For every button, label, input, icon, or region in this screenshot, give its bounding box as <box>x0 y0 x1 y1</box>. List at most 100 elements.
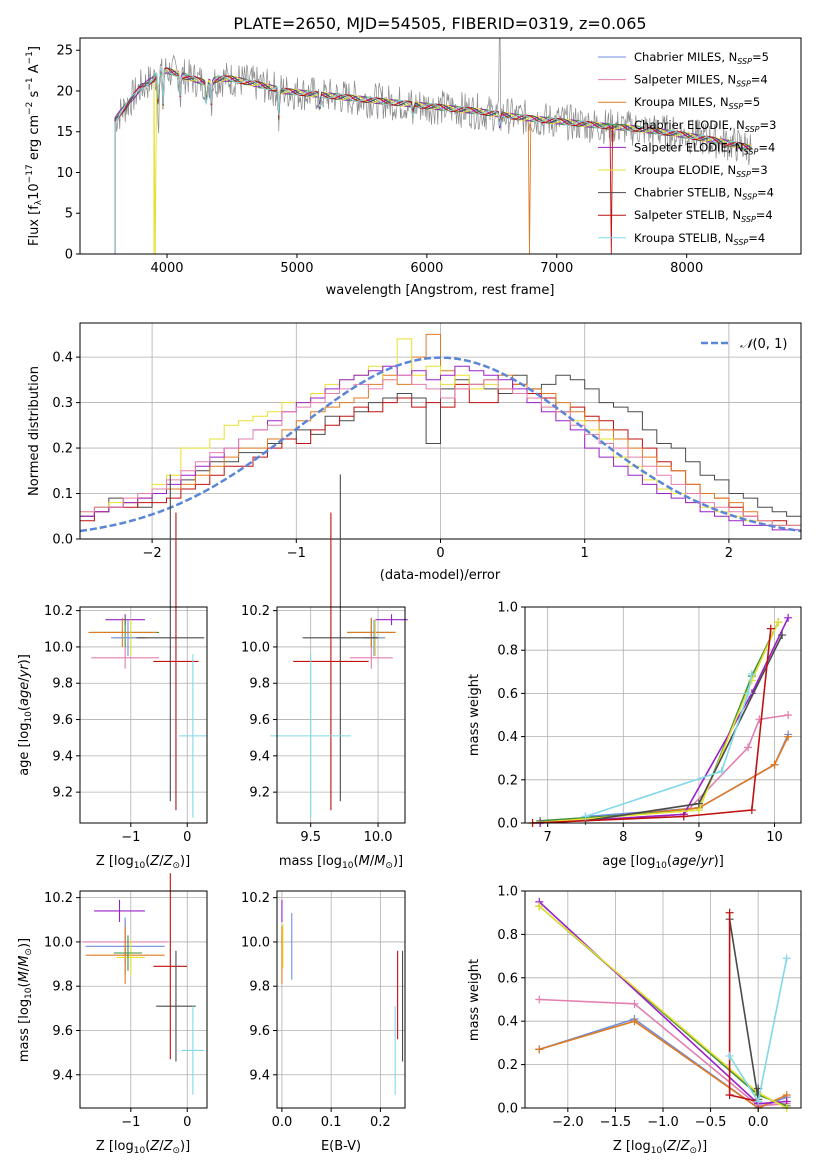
y-tick-label: 10.2 <box>44 891 73 906</box>
figure-title: PLATE=2650, MJD=54505, FIBERID=0319, z=0… <box>233 14 646 33</box>
mass-weight-marker <box>717 767 726 776</box>
y-tick-label: 25 <box>56 44 73 59</box>
x-tick-label: −1 <box>121 1115 140 1130</box>
y-tick-label: 9.6 <box>249 1024 270 1039</box>
x-tick-label: 7 <box>544 830 552 845</box>
mass-weight-vs-z-ylabel: mass weight <box>467 959 482 1041</box>
residuals-panel: −2 −1 0 1 2 0.0 0.1 0.2 0.3 0.4 (data-model)/erro… <box>27 322 802 583</box>
mass-weight-vs-z-panel: −2.0 −1.5 −1.0 −0.5 0.0 0.0 0.2 0.4 0.6 0.8 1.0 Z … <box>467 885 802 1156</box>
mass-weight-marker <box>744 689 753 698</box>
mass-weight-marker <box>535 902 544 911</box>
age-vs-z-panel: −1 09.29.49.69.810.010.2 Z [log10(Z/Z⊙)] … <box>17 474 208 871</box>
y-tick-label: 9.8 <box>52 677 73 692</box>
y-tick-label: 9.8 <box>52 980 73 995</box>
mass-vs-z-xlabel: Z [log10(Z/Z⊙)] <box>96 1139 190 1156</box>
x-tick-label: −1.0 <box>647 1115 679 1130</box>
legend-label: Chabrier ELODIE, NSSP=3 <box>634 118 776 134</box>
legend-label: Salpeter ELODIE, NSSP=4 <box>634 140 775 156</box>
mass-weight-vs-age-panel: 7 8 9 10 0.0 0.2 0.4 0.6 0.8 1.0 age [log10(age/y… <box>467 601 802 871</box>
mass-weight-marker <box>784 732 793 741</box>
spectrum-axes-frame <box>79 37 802 255</box>
x-tick-label: −0.5 <box>695 1115 727 1130</box>
y-tick-label: 10.0 <box>241 640 270 655</box>
y-tick-label: 0.2 <box>52 442 73 457</box>
mass-weight-marker <box>766 624 775 633</box>
x-tick-label: 7000 <box>540 261 573 276</box>
x-tick-label: 8 <box>619 830 627 845</box>
mass-weight-marker <box>535 1045 544 1054</box>
y-tick-label: 9.4 <box>249 1068 270 1083</box>
y-tick-label: 0.8 <box>497 928 518 943</box>
gauss-legend-label: 𝒩(0, 1) <box>740 337 787 352</box>
x-tick-label: −1 <box>121 830 140 845</box>
age-vs-z-axes-frame <box>79 606 208 824</box>
y-tick-label: 9.6 <box>52 713 73 728</box>
x-tick-label: 9.5 <box>300 830 321 845</box>
x-tick-label: 5000 <box>280 261 313 276</box>
y-tick-label: 9.4 <box>249 749 270 764</box>
age-vs-z-ylabel: age [log10(age/yr)] <box>17 654 34 776</box>
legend-label: Chabrier STELIB, NSSP=4 <box>634 186 774 202</box>
spectrum-xlabel: wavelength [Angstrom, rest frame] <box>326 283 555 298</box>
mass-weight-marker <box>754 1097 763 1106</box>
x-tick-label: 0 <box>183 1115 191 1130</box>
y-tick-label: 9.8 <box>249 980 270 995</box>
y-tick-label: 15 <box>56 125 73 140</box>
mass-vs-z-panel: −1 0 9.4 9.6 9.8 10.0 10.2 Z [log10(Z/Z⊙)] mas… <box>17 873 208 1156</box>
y-tick-label: 10 <box>56 166 73 181</box>
legend-label: Salpeter MILES, NSSP=4 <box>634 73 768 89</box>
mass-weight-marker <box>782 954 791 963</box>
y-tick-label: 0.4 <box>497 1015 518 1030</box>
model-spectrum-line <box>114 67 752 254</box>
x-tick-label: 4000 <box>150 261 183 276</box>
residuals-ylabel: Normed distribution <box>27 366 42 496</box>
y-tick-label: 0.6 <box>497 687 518 702</box>
mass-weight-line <box>585 673 753 818</box>
mass-vs-ebv-axes-frame <box>276 890 406 1109</box>
x-tick-label: 8000 <box>670 261 703 276</box>
y-tick-label: 0.6 <box>497 971 518 986</box>
histogram-series <box>80 374 801 526</box>
y-tick-label: 0.2 <box>497 1058 518 1073</box>
x-tick-label: 1 <box>581 546 589 561</box>
legend-label: Kroupa ELODIE, NSSP=3 <box>634 163 768 179</box>
mass-vs-ebv-xlabel: E(B-V) <box>321 1139 361 1154</box>
y-tick-label: 0.4 <box>497 730 518 745</box>
legend-label: Chabrier MILES, NSSP=5 <box>634 50 769 66</box>
x-tick-label: 0.0 <box>272 1115 293 1130</box>
x-tick-label: 0 <box>183 830 191 845</box>
y-tick-label: 9.4 <box>52 749 73 764</box>
mass-weight-marker <box>630 1017 639 1026</box>
y-tick-label: 0 <box>65 248 73 263</box>
x-tick-label: −1 <box>287 546 306 561</box>
mass-weight-vs-age-axes-frame <box>524 606 802 824</box>
y-tick-label: 5 <box>65 207 73 222</box>
mass-weight-marker <box>725 1051 734 1060</box>
mass-weight-line <box>539 1020 788 1109</box>
residuals-xlabel: (data-model)/error <box>380 568 501 583</box>
x-tick-label: 0.2 <box>370 1115 391 1130</box>
age-vs-mass-xlabel: mass [log10(M/M⊙)] <box>279 854 403 871</box>
y-tick-label: 0.2 <box>497 773 518 788</box>
x-tick-label: 6000 <box>410 261 443 276</box>
mass-weight-marker <box>630 999 639 1008</box>
mass-weight-marker <box>725 1090 734 1099</box>
mass-weight-marker <box>784 711 793 719</box>
y-tick-label: 9.2 <box>249 786 270 801</box>
y-tick-label: 1.0 <box>497 885 518 900</box>
mass-weight-vs-age-xlabel: age [log10(age/yr)] <box>602 854 724 871</box>
y-tick-label: 9.6 <box>52 1024 73 1039</box>
x-tick-label: 10.0 <box>364 830 393 845</box>
spectrum-legend: Chabrier MILES, NSSP=5 Salpeter MILES, NS… <box>598 50 776 247</box>
histogram-series <box>80 365 801 531</box>
histogram-series <box>80 374 801 517</box>
mass-weight-marker <box>778 631 787 640</box>
legend-label: Kroupa MILES, NSSP=5 <box>634 95 760 111</box>
mass-weight-marker <box>679 812 688 821</box>
gaussian-curve <box>79 356 802 533</box>
x-tick-label: −2.0 <box>552 1115 584 1130</box>
histogram-series <box>80 333 801 526</box>
mass-weight-marker <box>770 760 779 769</box>
x-tick-label: −2 <box>143 546 162 561</box>
y-tick-label: 9.2 <box>52 786 73 801</box>
